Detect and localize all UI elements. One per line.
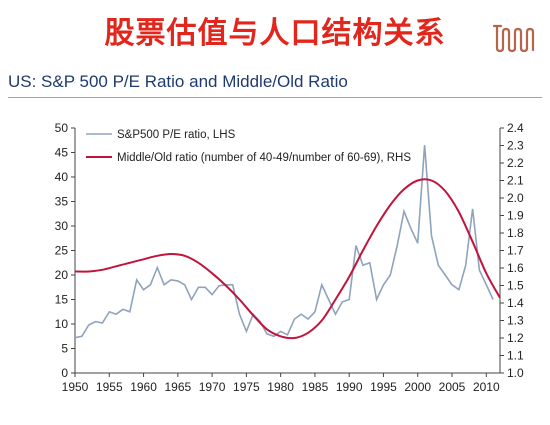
- legend-label-middle-old-ratio: Middle/Old ratio (number of 40-49/number…: [117, 152, 411, 164]
- left-axis-tick-label: 5: [61, 342, 68, 356]
- left-axis-tick-label: 25: [55, 244, 69, 258]
- x-axis-tick-label: 1970: [199, 380, 226, 394]
- x-axis-tick-label: 1980: [267, 380, 294, 394]
- company-logo-icon: [492, 24, 535, 53]
- left-axis-tick-label: 40: [55, 170, 69, 184]
- x-axis-tick-label: 1950: [62, 380, 89, 394]
- left-axis-tick-label: 20: [55, 268, 69, 282]
- right-axis-tick-label: 1.2: [507, 331, 524, 345]
- right-axis-tick-label: 2.0: [507, 191, 524, 205]
- right-axis-tick-label: 1.6: [507, 261, 524, 275]
- x-axis-tick-label: 2000: [404, 380, 431, 394]
- chart-title: US: S&P 500 P/E Ratio and Middle/Old Rat…: [8, 72, 348, 91]
- series-line-pe-ratio: [74, 145, 494, 339]
- x-axis-tick-label: 1965: [164, 380, 191, 394]
- right-axis-tick-label: 1.0: [507, 366, 524, 380]
- left-axis-tick-label: 10: [55, 317, 69, 331]
- legend: S&P500 P/E ratio, LHS Middle/Old ratio (…: [86, 129, 411, 164]
- left-axis-tick-label: 0: [61, 366, 68, 380]
- slide-title: 股票估值与人口结构关系: [104, 16, 446, 51]
- right-axis-tick-label: 2.4: [507, 121, 524, 135]
- right-axis-tick-label: 1.8: [507, 226, 524, 240]
- left-axis-tick-label: 35: [55, 195, 69, 209]
- x-axis-tick-label: 1960: [130, 380, 157, 394]
- x-axis-tick-label: 2005: [439, 380, 466, 394]
- x-axis-tick-label: 1955: [96, 380, 123, 394]
- x-axis-tick-label: 2010: [473, 380, 500, 394]
- left-axis-tick-label: 50: [55, 121, 69, 135]
- right-axis-tick-label: 1.7: [507, 244, 524, 258]
- right-axis-tick-label: 1.3: [507, 314, 524, 328]
- right-axis-tick-label: 1.4: [507, 296, 524, 310]
- x-axis-tick-label: 1975: [233, 380, 260, 394]
- right-axis-tick-label: 2.3: [507, 139, 524, 153]
- left-axis-tick-label: 45: [55, 146, 69, 160]
- x-axis-tick-label: 1985: [302, 380, 329, 394]
- x-axis-tick-label: 1995: [370, 380, 397, 394]
- right-axis-tick-label: 1.5: [507, 279, 524, 293]
- series-line-middle-old-ratio: [74, 178, 501, 340]
- title-divider: [8, 97, 542, 98]
- right-axis-tick-label: 2.1: [507, 174, 524, 188]
- x-axis-tick-label: 1990: [336, 380, 363, 394]
- legend-label-pe-ratio: S&P500 P/E ratio, LHS: [117, 129, 236, 141]
- left-axis-tick-label: 15: [55, 293, 69, 307]
- right-axis-tick-label: 1.9: [507, 209, 524, 223]
- left-axis-tick-label: 30: [55, 219, 69, 233]
- right-axis-tick-label: 2.2: [507, 156, 524, 170]
- right-axis-tick-label: 1.1: [507, 349, 524, 363]
